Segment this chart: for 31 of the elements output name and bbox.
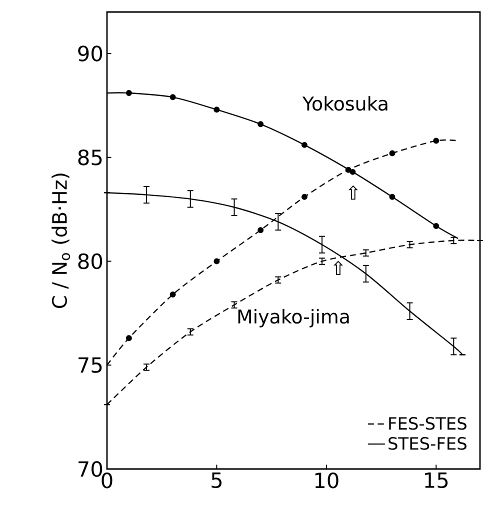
point (126, 335, 132, 342)
point (214, 106, 220, 113)
point (301, 194, 308, 200)
point (126, 90, 132, 96)
y-tick-label: 85 (78, 149, 102, 166)
point (389, 150, 396, 156)
point (214, 258, 220, 264)
annotation: ⇧ (334, 260, 343, 276)
y-tick-label: 80 (78, 253, 102, 270)
legend-label: STES-FES (388, 437, 466, 450)
annotation: Miyako-jima (238, 309, 349, 328)
point (389, 194, 396, 200)
annotation: Yokosuka (302, 96, 388, 111)
point (258, 121, 264, 128)
annotation: ⇧ (348, 185, 358, 200)
point (345, 166, 352, 173)
y-axis-title: C / N$_{o}$ (dB·Hz) (52, 174, 70, 308)
point (433, 222, 440, 229)
point (433, 138, 440, 144)
legend-label: FES-STES (389, 416, 466, 430)
x-tick-label: 5 (212, 472, 222, 488)
x-tick-label: 0 (102, 472, 112, 488)
y-tick-label: 70 (78, 461, 102, 477)
x-tick-label: 10 (315, 472, 338, 488)
y-tick-label: 90 (78, 46, 102, 62)
point (301, 142, 308, 148)
point (258, 227, 264, 234)
point (170, 94, 176, 100)
point (170, 292, 176, 298)
y-tick-label: 75 (78, 357, 102, 373)
x-tick-label: 15 (425, 472, 448, 488)
